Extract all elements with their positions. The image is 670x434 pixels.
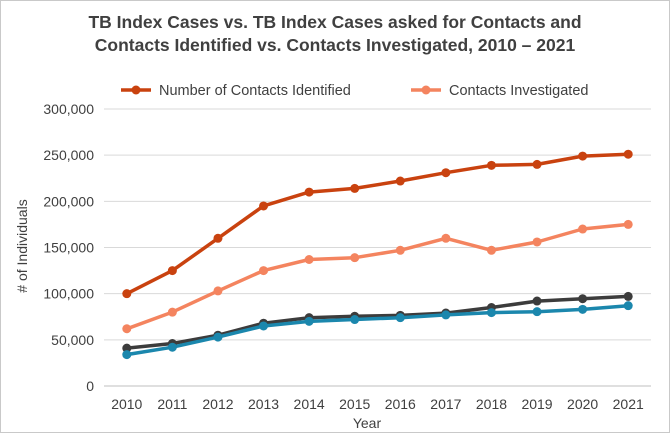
series-1-point-2020 bbox=[578, 224, 588, 234]
legend-label-1: Contacts Investigated bbox=[449, 83, 588, 99]
series-1-point-2017 bbox=[441, 233, 451, 243]
gridlines bbox=[104, 108, 651, 341]
series-0-point-2013 bbox=[259, 201, 269, 211]
series-1-line bbox=[125, 222, 630, 331]
chart-title-line-2: Contacts Identified vs. Contacts Investi… bbox=[94, 35, 576, 55]
x-tick-label-2010: 2010 bbox=[111, 396, 142, 412]
series-2-line bbox=[125, 294, 630, 350]
x-tick-label-2016: 2016 bbox=[385, 396, 416, 412]
series-0-point-2020 bbox=[578, 151, 588, 161]
legend-swatch-marker-0 bbox=[131, 85, 141, 95]
axes: 0 50,000 100,000 150,000 200,000 250,000 300,0… bbox=[43, 101, 651, 412]
series-1-point-2018 bbox=[486, 245, 496, 255]
series-1-point-2021 bbox=[623, 219, 633, 229]
legend: Number of Contacts Identified Contacts In… bbox=[121, 83, 588, 99]
series-1-point-2014 bbox=[304, 255, 314, 265]
y-tick-label-0: 0 bbox=[86, 378, 94, 394]
series-3-point-2012 bbox=[213, 332, 223, 342]
series-1 bbox=[122, 219, 633, 334]
series-3-point-2016 bbox=[395, 313, 405, 323]
legend-label-0: Number of Contacts Identified bbox=[159, 83, 351, 99]
series-1-point-2015 bbox=[350, 253, 360, 263]
legend-swatch-marker-1 bbox=[421, 85, 431, 95]
y-tick-label-1: 50,000 bbox=[51, 332, 94, 348]
y-tick-label-3: 150,000 bbox=[43, 240, 94, 256]
series-1-point-2019 bbox=[532, 237, 542, 247]
y-tick-label-5: 250,000 bbox=[43, 147, 94, 163]
x-tick-label-2012: 2012 bbox=[202, 396, 233, 412]
series-0-point-2021 bbox=[623, 149, 633, 159]
series-0-point-2015 bbox=[350, 183, 360, 193]
series-0-point-2019 bbox=[532, 159, 542, 169]
series-3-point-2021 bbox=[623, 301, 633, 311]
y-tick-label-4: 200,000 bbox=[43, 193, 94, 209]
series-0-point-2014 bbox=[304, 187, 314, 197]
series-3-line bbox=[125, 303, 630, 357]
series-0-point-2012 bbox=[213, 233, 223, 243]
series-0-line bbox=[125, 152, 630, 296]
series-0-point-2016 bbox=[395, 176, 405, 186]
series-1-point-2016 bbox=[395, 245, 405, 255]
series-3-point-2018 bbox=[486, 308, 496, 318]
series-3-point-2020 bbox=[578, 304, 588, 314]
series-0 bbox=[122, 149, 633, 299]
series-3-point-2019 bbox=[532, 307, 542, 317]
series-3-point-2014 bbox=[304, 316, 314, 326]
chart-title-line-1: TB Index Cases vs. TB Index Cases asked … bbox=[88, 12, 582, 32]
legend-item-1: Contacts Investigated bbox=[411, 83, 588, 99]
series-0-point-2017 bbox=[441, 168, 451, 178]
series-3-point-2011 bbox=[167, 342, 177, 352]
series-2-point-2021 bbox=[623, 291, 633, 301]
x-tick-label-2021: 2021 bbox=[613, 396, 644, 412]
x-tick-label-2011: 2011 bbox=[157, 396, 187, 412]
series-2-point-2019 bbox=[532, 296, 542, 306]
series-3-point-2010 bbox=[122, 350, 132, 360]
series-1-point-2010 bbox=[122, 324, 132, 334]
series-1-point-2013 bbox=[259, 266, 269, 276]
series-2-point-2010 bbox=[122, 343, 132, 353]
series-3-point-2015 bbox=[350, 315, 360, 325]
y-axis-title: # of Individuals bbox=[14, 199, 30, 292]
series-0-point-2018 bbox=[486, 160, 496, 170]
legend-item-0: Number of Contacts Identified bbox=[121, 83, 351, 99]
chart-title: TB Index Cases vs. TB Index Cases asked … bbox=[1, 11, 669, 57]
x-tick-label-2015: 2015 bbox=[339, 396, 370, 412]
y-tick-label-6: 300,000 bbox=[43, 101, 94, 117]
series-0-point-2010 bbox=[122, 289, 132, 299]
x-tick-label-2013: 2013 bbox=[248, 396, 279, 412]
series-1-point-2011 bbox=[167, 307, 177, 317]
series-0-point-2011 bbox=[167, 266, 177, 276]
x-axis-title: Year bbox=[353, 415, 382, 431]
series-3-point-2013 bbox=[259, 321, 269, 331]
x-tick-label-2020: 2020 bbox=[567, 396, 598, 412]
x-tick-label-2018: 2018 bbox=[476, 396, 507, 412]
series-1-point-2012 bbox=[213, 286, 223, 296]
series-3-point-2017 bbox=[441, 310, 451, 320]
series-layer bbox=[122, 149, 633, 360]
series-3 bbox=[122, 301, 633, 360]
x-tick-label-2019: 2019 bbox=[521, 396, 552, 412]
x-tick-label-2017: 2017 bbox=[430, 396, 461, 412]
x-tick-label-2014: 2014 bbox=[294, 396, 325, 412]
y-tick-label-2: 100,000 bbox=[43, 286, 94, 302]
series-2-point-2020 bbox=[578, 294, 588, 304]
